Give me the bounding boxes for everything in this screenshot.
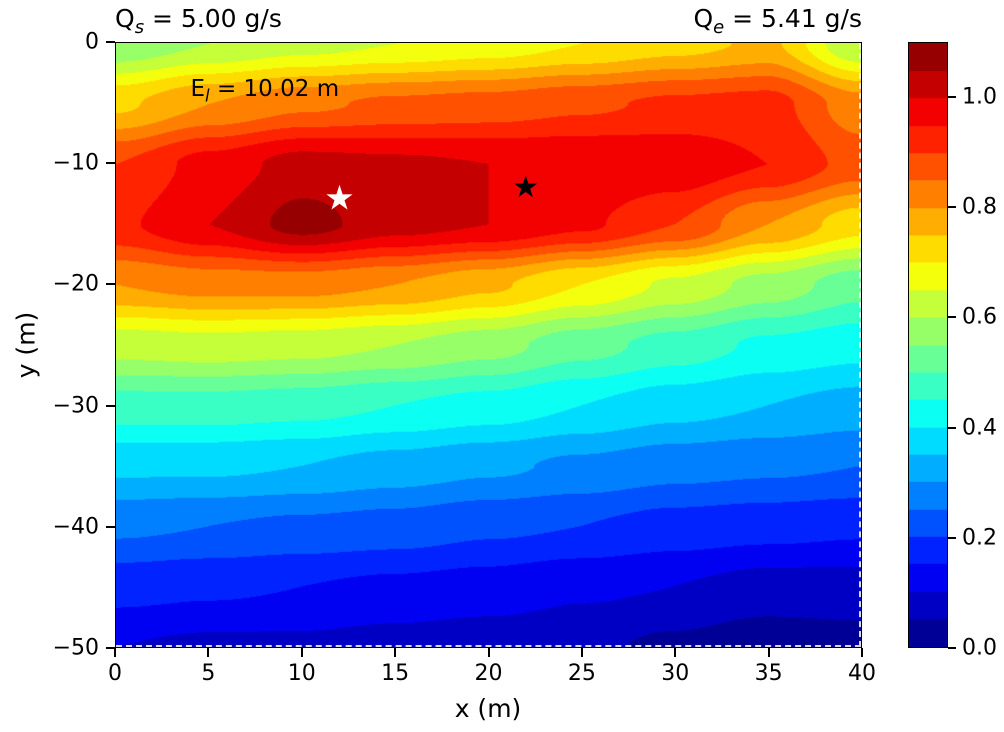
tick-label: 40 [848,661,876,686]
tick-label: −50 [52,635,99,661]
tick-label: −20 [52,271,99,297]
tick-label: 0.6 [962,304,997,330]
colorbar-ticks: 0.0 0.2 0.4 0.6 0.8 1.0 [948,42,1004,661]
x-axis-label: x (m) [454,694,522,723]
tick-mark [948,206,956,209]
plume-annotation: El = 10.02 m [191,76,340,106]
tick-mark [300,648,303,657]
tick-mark [948,647,956,649]
true-source-marker: ★ [512,169,540,205]
colorbar [908,42,948,648]
title-right-value: = 5.41 g/s [724,4,862,33]
tick-label: 25 [567,661,596,686]
tick-mark [106,41,115,43]
tick-label: −40 [52,514,99,540]
tick-label: 10 [287,661,316,686]
tick-label: 0 [108,661,122,686]
tick-label: 15 [381,661,410,686]
tick-label: −30 [52,393,99,419]
tick-mark [207,648,210,657]
tick-mark [114,648,116,657]
title-left-value: = 5.00 g/s [144,4,282,33]
annotation-value: = 10.02 m [209,76,340,103]
y-axis-ticks: 0 −10 −20 −30 −40 −50 [0,30,115,661]
tick-label: 0.0 [962,635,997,661]
title-right-subscript: e [713,17,725,38]
tick-mark [106,404,115,407]
tick-mark [948,426,956,429]
tick-mark [580,648,583,657]
tick-label: 0.2 [962,525,997,551]
tick-label: −10 [52,150,99,176]
tick-mark [861,648,863,657]
tick-mark [106,525,115,528]
tick-label: 35 [754,661,783,686]
contour-canvas [116,43,861,647]
tick-mark [487,648,490,657]
tick-label: 30 [661,661,690,686]
tick-mark [767,648,770,657]
title-left-symbol: Q [115,4,135,33]
title-row: Qs = 5.00 g/s Qe = 5.41 g/s [115,4,862,39]
plot-title-right: Qe = 5.41 g/s [693,4,862,39]
tick-label: 0.4 [962,415,997,441]
tick-mark [106,162,115,165]
x-axis-ticks: 0 5 10 15 20 25 30 35 40 [108,648,876,694]
title-right-symbol: Q [693,4,714,33]
tick-label: 20 [474,661,503,686]
plot-area: El = 10.02 m ★ ★ [115,42,862,648]
tick-mark [948,316,956,319]
tick-label: 5 [201,661,216,686]
tick-label: 1.0 [962,84,997,110]
tick-mark [394,648,397,657]
annotation-symbol: E [190,76,206,103]
annotation-subscript: l [205,86,210,106]
tick-mark [674,648,677,657]
title-left-subscript: s [134,17,145,38]
tick-mark [106,283,115,286]
colorbar-canvas [909,43,947,647]
plot-title-left: Qs = 5.00 g/s [115,4,282,39]
tick-label: 0.8 [962,194,997,220]
tick-mark [948,96,956,99]
tick-mark [948,536,956,539]
tick-mark [106,647,115,649]
tick-label: 0 [85,29,99,55]
estimated-source-marker: ★ [324,178,355,219]
